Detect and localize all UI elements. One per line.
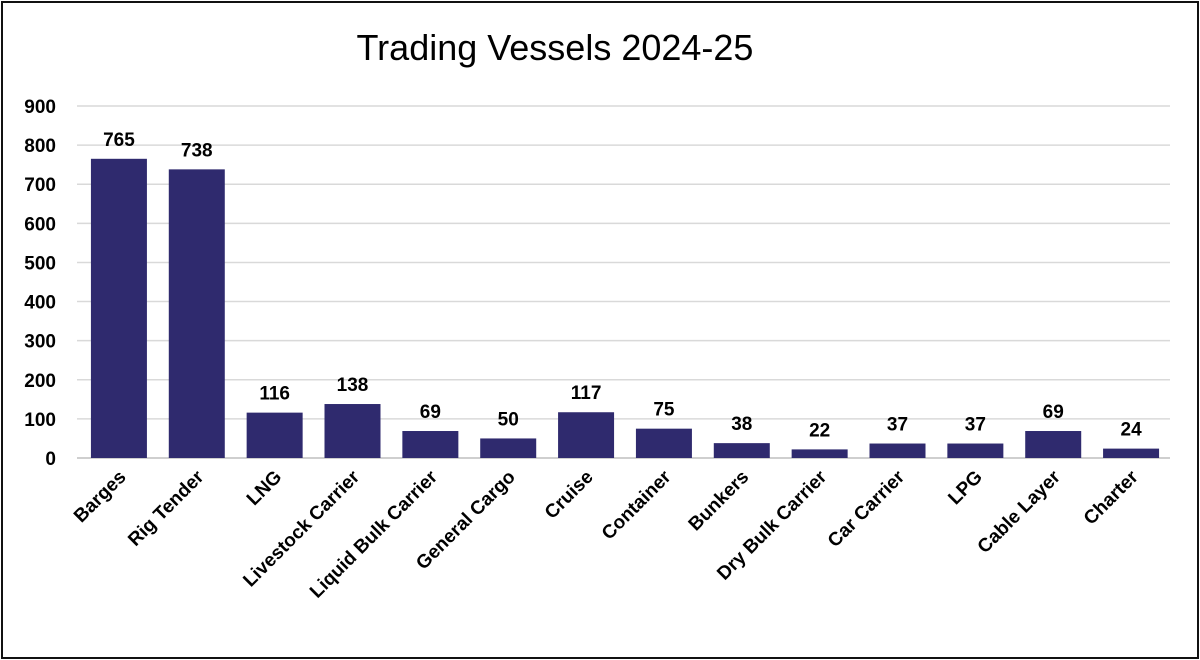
y-tick-label: 600 <box>24 214 56 235</box>
data-label: 37 <box>887 415 908 436</box>
x-category-label: LNG <box>243 467 286 510</box>
data-label: 50 <box>498 409 519 430</box>
bar-liquid-bulk-carrier <box>402 431 459 458</box>
x-category-label: Cable Layer <box>974 466 1065 557</box>
x-category-label: Rig Tender <box>124 466 208 550</box>
x-category-label: Liquid Bulk Carrier <box>306 466 442 602</box>
x-category-label: Container <box>598 466 676 544</box>
bar-bunkers <box>713 443 770 458</box>
y-tick-label: 0 <box>45 449 56 470</box>
bar-rig-tender <box>168 169 225 459</box>
y-tick-label: 400 <box>24 293 56 314</box>
data-label: 38 <box>731 414 752 435</box>
data-label: 24 <box>1121 420 1143 441</box>
bar-general-cargo <box>480 438 537 458</box>
data-label: 116 <box>259 384 290 405</box>
x-category-label: Barges <box>70 467 130 527</box>
bar-charter <box>1103 448 1160 458</box>
data-label: 765 <box>103 130 135 151</box>
y-tick-label: 100 <box>24 410 56 431</box>
y-tick-label: 300 <box>24 332 56 353</box>
bar-cruise <box>558 412 615 458</box>
bar-dry-bulk-carrier <box>791 449 848 458</box>
bar-car-carrier <box>869 443 926 458</box>
bar-container <box>635 428 692 458</box>
y-tick-label: 200 <box>24 371 56 392</box>
bar-lng <box>246 412 303 458</box>
x-category-label: Charter <box>1080 466 1143 529</box>
data-label: 69 <box>1043 402 1064 423</box>
x-category-label: Cruise <box>541 467 598 524</box>
data-label: 22 <box>809 420 830 441</box>
y-tick-label: 700 <box>24 175 56 196</box>
x-category-label: Bunkers <box>685 467 754 536</box>
y-tick-label: 900 <box>24 97 56 118</box>
bar-cable-layer <box>1025 431 1082 458</box>
chart-title: Trading Vessels 2024-25 <box>357 27 754 68</box>
y-tick-label: 500 <box>24 253 56 274</box>
data-label: 117 <box>571 383 602 404</box>
data-label: 138 <box>337 375 369 396</box>
data-label: 69 <box>420 402 441 423</box>
data-label: 738 <box>181 140 213 161</box>
data-label: 37 <box>965 415 986 436</box>
y-tick-label: 800 <box>24 136 56 157</box>
x-category-label: Car Carrier <box>824 466 909 551</box>
bar-lpg <box>947 443 1004 458</box>
bar-barges <box>90 158 147 459</box>
data-label: 75 <box>653 400 675 421</box>
bar-livestock-carrier <box>324 404 381 458</box>
x-category-label: LPG <box>944 467 986 509</box>
